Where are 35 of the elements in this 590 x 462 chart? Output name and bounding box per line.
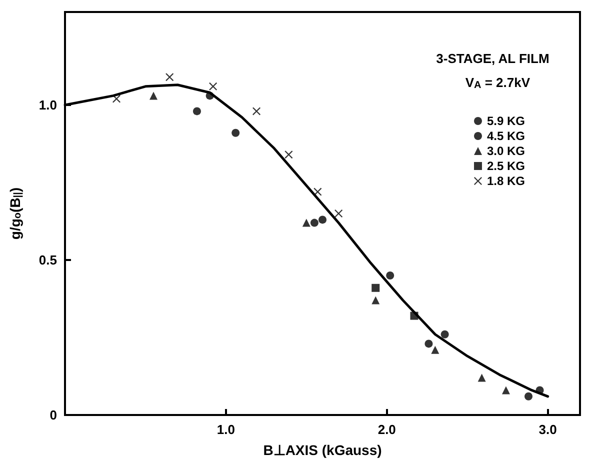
legend-label: 4.5 KG [486, 129, 525, 143]
point [502, 386, 510, 394]
point [372, 296, 380, 304]
point [524, 392, 532, 400]
point [284, 150, 293, 159]
y-tick-label: 0 [50, 408, 57, 422]
x-tick-label: 3.0 [538, 422, 557, 437]
point [424, 340, 433, 348]
point [431, 346, 440, 354]
point [372, 284, 380, 292]
x-tick-label: 2.0 [378, 422, 396, 437]
y-tick-label: 0.5 [38, 252, 57, 268]
point [150, 92, 158, 100]
point [209, 82, 218, 90]
x-tick-label: 1.0 [216, 422, 235, 437]
point [252, 107, 261, 116]
point [440, 330, 449, 338]
point [318, 216, 326, 224]
point [112, 94, 120, 103]
point [302, 218, 310, 227]
y-tick-label: 1.0 [38, 98, 57, 112]
point [478, 374, 486, 382]
x-axis-title: B⊥AXIS (kGauss) [263, 442, 382, 458]
point [192, 107, 201, 116]
point [166, 73, 174, 82]
y-axis-title: g/go(B||) [7, 187, 24, 240]
annotation: 3-STAGE, AL FILM [436, 51, 550, 66]
legend-label: 5.9 KG [486, 114, 525, 128]
point [386, 272, 394, 280]
legend-label: 2.5 KG [486, 159, 525, 173]
point [310, 218, 318, 227]
point [232, 128, 240, 137]
legend-label: 1.8 KG [486, 174, 525, 188]
point [334, 210, 343, 218]
legend-label: 3.0 KG [486, 144, 525, 158]
